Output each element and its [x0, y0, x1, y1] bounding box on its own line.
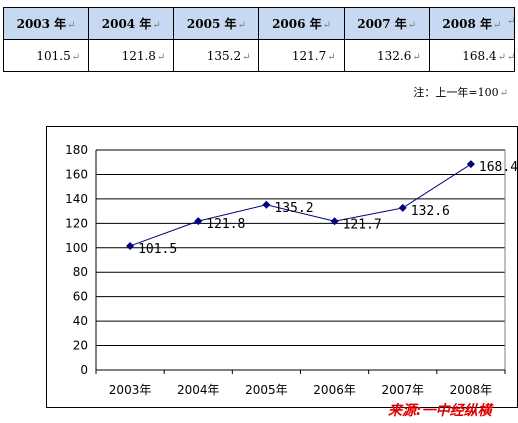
y-tick-label: 20	[73, 339, 88, 353]
header-cell: 2006 年↵	[258, 7, 345, 40]
chart-frame: 0 20 40 60 80 100 120 140 160 180 2003年 2004年 2005年 2…	[46, 126, 518, 408]
data-point	[398, 203, 407, 212]
source-caption: 来源:一中经纵横	[388, 403, 492, 419]
value-cell: 135.2↵	[173, 39, 260, 72]
table-header-row: 2003 年↵ 2004 年↵ 2005 年↵ 2006 年↵ 2007 年↵ …	[2, 7, 516, 40]
value-cell: 168.4↵	[428, 39, 516, 72]
x-tick-label: 2005年	[245, 383, 288, 397]
value-cell: 101.5↵	[2, 39, 90, 72]
header-cell: 2007 年↵	[343, 7, 430, 40]
table-note: 注：上一年=100↵	[413, 86, 508, 99]
data-point	[262, 200, 271, 209]
series-line	[129, 163, 472, 247]
y-tick-label: 180	[65, 143, 88, 157]
x-tick-label: 2008年	[450, 383, 493, 397]
header-cell: 2003 年↵	[2, 7, 90, 40]
data-point	[126, 241, 135, 250]
data-label: 132.6	[411, 204, 450, 219]
x-tick-label: 2003年	[109, 383, 152, 397]
data-point	[194, 217, 203, 226]
table-value-row: 101.5↵ 121.8↵ 135.2↵ 121.7↵ 132.6↵ 168.4…	[2, 39, 516, 72]
row-end-mark: ↵	[507, 52, 516, 63]
header-cell: 2004 年↵	[88, 7, 175, 40]
y-tick-label: 60	[73, 290, 88, 304]
x-tick-label: 2004年	[177, 383, 220, 397]
line-chart: 0 20 40 60 80 100 120 140 160 180 2003年 2004年 2005年 2…	[65, 143, 517, 397]
y-tick-label: 40	[73, 314, 88, 328]
x-tick-label: 2006年	[313, 383, 356, 397]
value-cell: 121.8↵	[88, 39, 175, 72]
value-cell: 121.7↵	[258, 39, 345, 72]
x-tick-label: 2007年	[381, 383, 424, 397]
y-tick-label: 0	[80, 363, 88, 377]
data-label: 101.5	[138, 242, 177, 257]
data-label: 121.7	[343, 217, 382, 232]
data-point	[330, 217, 339, 226]
data-label: 121.8	[206, 217, 245, 232]
data-table: 2003 年↵ 2004 年↵ 2005 年↵ 2006 年↵ 2007 年↵ …	[2, 7, 516, 72]
y-tick-label: 160	[65, 167, 88, 181]
y-tick-label: 140	[65, 192, 88, 206]
y-tick-label: 80	[73, 265, 88, 279]
data-label: 135.2	[274, 201, 313, 216]
y-tick-label: 100	[65, 241, 88, 255]
data-label: 168.4	[479, 160, 517, 175]
header-cell: 2005 年↵	[173, 7, 260, 40]
value-cell: 132.6↵	[343, 39, 430, 72]
header-cell: 2008 年↵	[428, 7, 516, 40]
y-tick-label: 120	[65, 216, 88, 230]
data-point	[466, 160, 475, 169]
row-end-mark: ↵	[507, 16, 516, 27]
